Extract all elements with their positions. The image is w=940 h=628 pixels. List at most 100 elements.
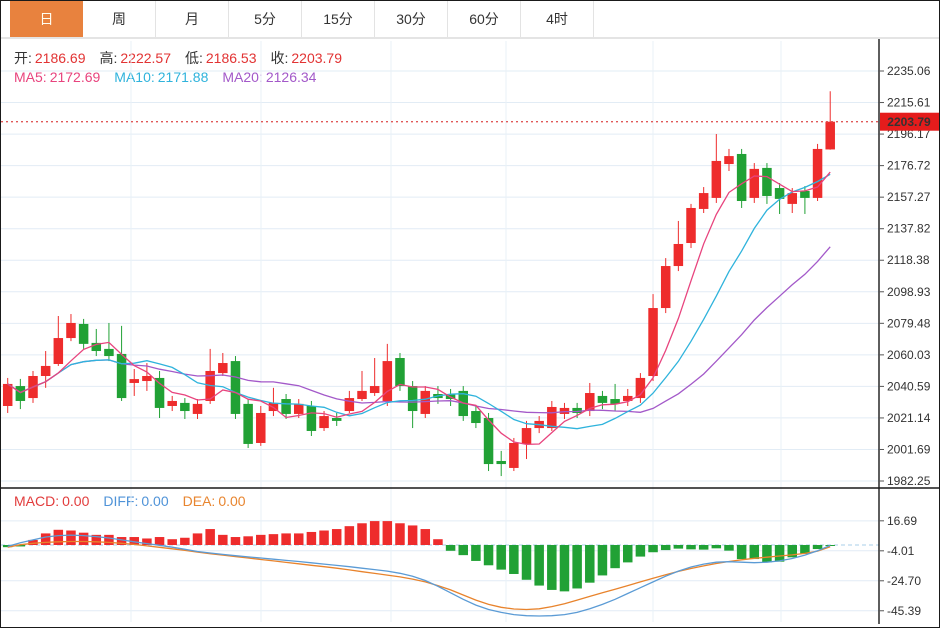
candle-body	[471, 411, 481, 424]
macd-bar	[167, 539, 177, 545]
candle-body	[281, 399, 291, 414]
macd-tick-label: -4.01	[887, 544, 915, 558]
tab-4-5分[interactable]: 5分	[229, 1, 302, 37]
macd-bar	[357, 523, 367, 545]
candle-body	[635, 377, 646, 399]
dea-line	[7, 540, 831, 611]
candle-body	[686, 207, 696, 244]
last-price-badge	[880, 112, 939, 131]
candle-body	[66, 322, 76, 339]
macd-bar	[230, 537, 241, 545]
price-tick-label: 2157.27	[887, 190, 931, 204]
timeframe-tabbar: 日周月 5分 15分 30分 60分 4时	[1, 1, 939, 39]
ma20-line	[7, 246, 831, 414]
candle-body	[230, 361, 241, 414]
tab-7-60分[interactable]: 60分	[448, 1, 521, 37]
ma5-line	[7, 171, 831, 446]
price-tick-label: 2079.48	[887, 316, 931, 330]
candle-body	[344, 398, 355, 412]
candle-body	[180, 402, 190, 412]
candle-body	[800, 190, 810, 198]
macd-bar	[243, 536, 253, 545]
price-tick-label: 2215.61	[887, 96, 931, 110]
macd-bar	[521, 545, 532, 580]
price-tick-label: 2021.14	[887, 411, 931, 425]
macd-bar	[53, 529, 64, 545]
tab-3-月[interactable]: 月	[156, 1, 229, 37]
candle-body	[622, 395, 633, 401]
price-tick-label: 1982.25	[887, 474, 931, 488]
candle-body	[483, 418, 494, 465]
macd-bar	[610, 545, 620, 569]
macd-bar	[256, 534, 266, 545]
candle-body	[167, 400, 177, 406]
macd-bar	[293, 533, 304, 545]
macd-bar	[268, 534, 279, 545]
macd-bar	[698, 545, 709, 550]
candle-body	[331, 418, 342, 421]
macd-bar	[66, 530, 76, 545]
macd-tick-label: -45.39	[887, 604, 921, 618]
macd-bar	[458, 545, 468, 556]
tab-1-日[interactable]: 日	[10, 1, 83, 37]
macd-bar	[736, 545, 747, 560]
candle-body	[369, 386, 380, 394]
chart-area[interactable]: 2235.06 2215.61 2196.17 2176.72 2157.27 2137.…	[1, 39, 939, 627]
price-tick-label: 2040.59	[887, 379, 931, 393]
candle-body	[256, 412, 266, 443]
macd-tick-label: 16.69	[887, 514, 917, 528]
candle-body	[319, 416, 329, 429]
macd-bar	[559, 545, 570, 592]
tab-8-4时[interactable]: 4时	[521, 1, 594, 37]
diff-line	[7, 534, 831, 617]
candle-body	[673, 243, 684, 267]
candle-body	[597, 395, 608, 403]
macd-bar	[319, 530, 329, 545]
candle-body	[509, 442, 519, 468]
candle-body	[572, 407, 582, 413]
macd-bar	[445, 545, 456, 551]
macd-bar	[812, 545, 823, 550]
macd-bar	[142, 538, 152, 545]
macd-bar	[496, 545, 506, 570]
macd-bar	[281, 533, 291, 545]
macd-bar	[724, 545, 734, 551]
price-tick-label: 2098.93	[887, 285, 931, 299]
macd-bar	[40, 533, 51, 545]
candle-body	[382, 361, 393, 401]
macd-bar	[104, 534, 114, 545]
candle-body	[812, 148, 823, 198]
macd-bar	[660, 545, 671, 551]
candle-body	[243, 403, 253, 444]
tab-5-15分[interactable]: 15分	[302, 1, 375, 37]
candle-body	[293, 403, 304, 414]
macd-bar	[711, 545, 722, 549]
candle-body	[825, 121, 835, 150]
macd-bar	[433, 539, 443, 545]
candle-body	[357, 390, 367, 400]
candle-body	[610, 399, 620, 404]
candle-body	[660, 266, 671, 309]
macd-bar	[774, 545, 785, 562]
candle-body	[218, 363, 228, 374]
candle-body	[142, 375, 152, 382]
candle-body	[774, 188, 785, 199]
macd-bar	[635, 545, 646, 557]
candle-body	[129, 379, 139, 383]
price-tick-label: 2118.38	[887, 253, 930, 267]
last-price-badge-text: 2203.79	[887, 115, 931, 129]
macd-bar	[509, 545, 519, 574]
macd-bar	[762, 545, 772, 563]
candle-body	[547, 406, 557, 429]
candle-body	[787, 193, 797, 204]
price-tick-label: 2235.06	[887, 64, 931, 78]
tab-2-周[interactable]: 周	[83, 1, 156, 37]
macd-bar	[369, 521, 380, 545]
macd-bar	[800, 545, 810, 554]
candle-body	[306, 405, 317, 431]
macd-bar	[129, 537, 139, 545]
macd-bar	[28, 539, 38, 545]
macd-bar	[205, 529, 215, 545]
tab-6-30分[interactable]: 30分	[375, 1, 448, 37]
